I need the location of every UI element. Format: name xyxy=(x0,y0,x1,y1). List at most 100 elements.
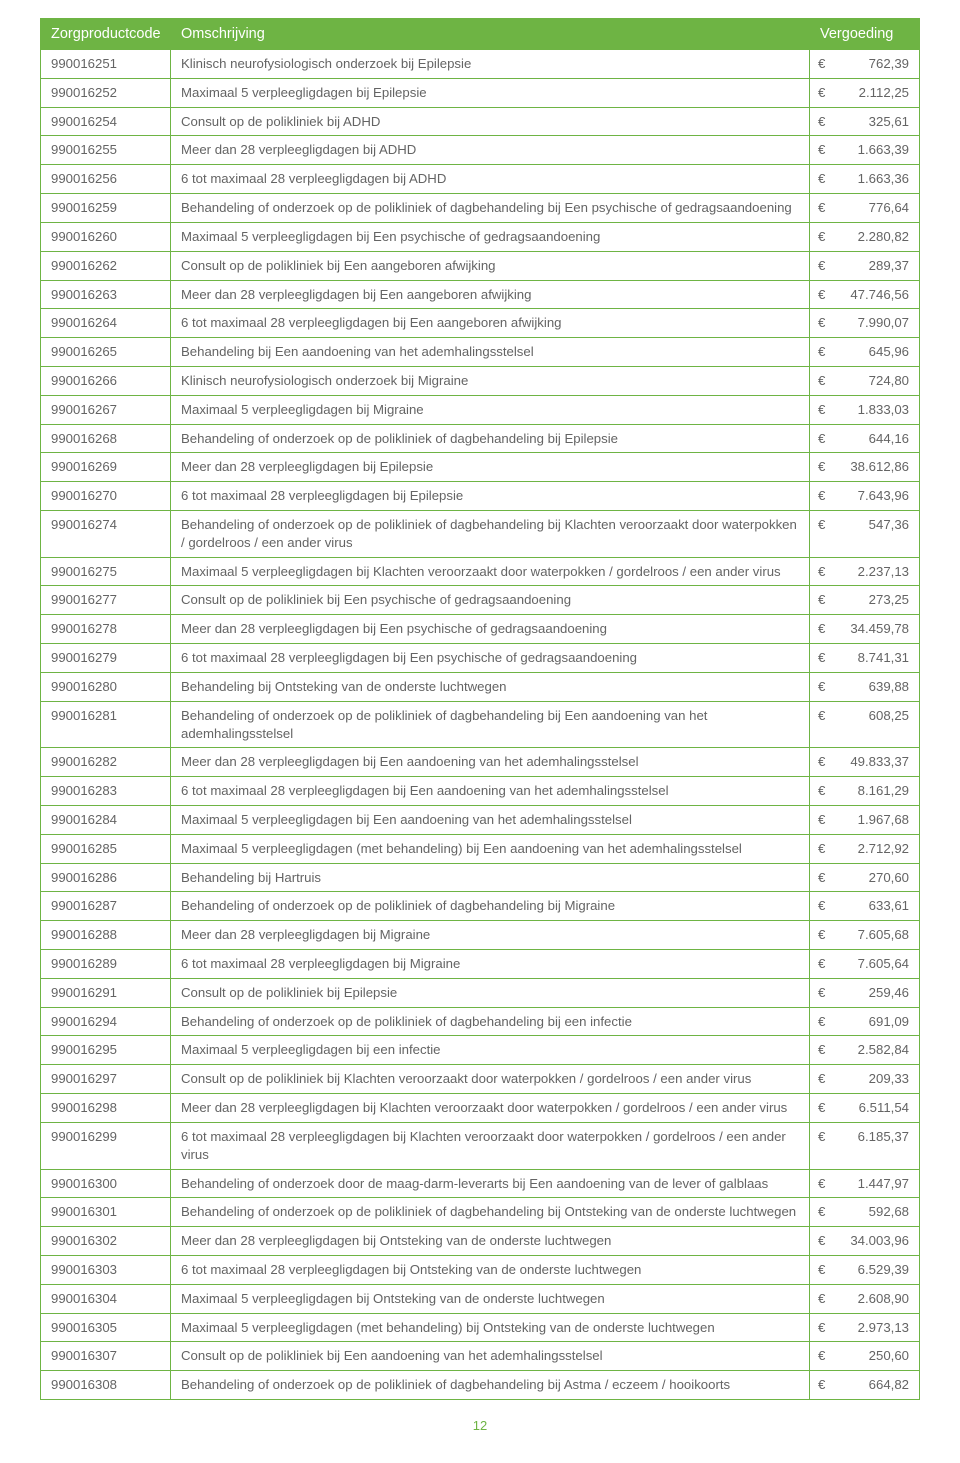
cell-desc: Meer dan 28 verpleegligdagen bij Klachte… xyxy=(171,1094,810,1123)
table-row: 990016285Maximaal 5 verpleegligdagen (me… xyxy=(41,834,920,863)
cell-amount: €1.663,39 xyxy=(810,136,920,165)
cell-code: 990016289 xyxy=(41,950,171,979)
cell-desc: Consult op de polikliniek bij ADHD xyxy=(171,107,810,136)
cell-desc: 6 tot maximaal 28 verpleegligdagen bij E… xyxy=(171,644,810,673)
euro-icon: € xyxy=(818,1070,825,1088)
cell-desc: Behandeling of onderzoek door de maag-da… xyxy=(171,1169,810,1198)
table-row: 990016262Consult op de polikliniek bij E… xyxy=(41,251,920,280)
cell-code: 990016294 xyxy=(41,1007,171,1036)
table-row: 990016301Behandeling of onderzoek op de … xyxy=(41,1198,920,1227)
euro-icon: € xyxy=(818,430,825,448)
cell-desc: Maximaal 5 verpleegligdagen (met behande… xyxy=(171,834,810,863)
euro-icon: € xyxy=(818,170,825,188)
amount-value: 6.511,54 xyxy=(859,1100,909,1115)
euro-icon: € xyxy=(818,869,825,887)
euro-icon: € xyxy=(818,1203,825,1221)
euro-icon: € xyxy=(818,1376,825,1394)
euro-icon: € xyxy=(818,707,825,725)
cell-amount: €2.608,90 xyxy=(810,1284,920,1313)
table-row: 990016255Meer dan 28 verpleegligdagen bi… xyxy=(41,136,920,165)
amount-value: 7.605,64 xyxy=(858,956,909,971)
amount-value: 724,80 xyxy=(869,373,909,388)
euro-icon: € xyxy=(818,620,825,638)
col-header-desc: Omschrijving xyxy=(171,19,810,50)
amount-value: 592,68 xyxy=(869,1204,909,1219)
euro-icon: € xyxy=(818,1128,825,1146)
amount-value: 8.741,31 xyxy=(858,650,909,665)
cell-amount: €691,09 xyxy=(810,1007,920,1036)
cell-desc: Maximaal 5 verpleegligdagen bij Epilepsi… xyxy=(171,78,810,107)
euro-icon: € xyxy=(818,811,825,829)
cell-code: 990016255 xyxy=(41,136,171,165)
table-row: 990016287Behandeling of onderzoek op de … xyxy=(41,892,920,921)
cell-desc: 6 tot maximaal 28 verpleegligdagen bij E… xyxy=(171,777,810,806)
cell-amount: €209,33 xyxy=(810,1065,920,1094)
table-row: 990016284Maximaal 5 verpleegligdagen bij… xyxy=(41,805,920,834)
euro-icon: € xyxy=(818,55,825,73)
cell-code: 990016298 xyxy=(41,1094,171,1123)
cell-code: 990016280 xyxy=(41,672,171,701)
table-row: 990016294Behandeling of onderzoek op de … xyxy=(41,1007,920,1036)
cell-desc: Behandeling bij Hartruis xyxy=(171,863,810,892)
table-row: 990016307Consult op de polikliniek bij E… xyxy=(41,1342,920,1371)
table-row: 990016281Behandeling of onderzoek op de … xyxy=(41,701,920,748)
table-row: 990016266Klinisch neurofysiologisch onde… xyxy=(41,366,920,395)
table-row: 990016252Maximaal 5 verpleegligdagen bij… xyxy=(41,78,920,107)
euro-icon: € xyxy=(818,649,825,667)
amount-value: 250,60 xyxy=(869,1348,909,1363)
cell-code: 990016284 xyxy=(41,805,171,834)
cell-desc: Behandeling of onderzoek op de poliklini… xyxy=(171,892,810,921)
amount-value: 325,61 xyxy=(869,114,909,129)
euro-icon: € xyxy=(818,286,825,304)
cell-code: 990016263 xyxy=(41,280,171,309)
cell-amount: €2.582,84 xyxy=(810,1036,920,1065)
amount-value: 270,60 xyxy=(869,870,909,885)
cell-amount: €250,60 xyxy=(810,1342,920,1371)
cell-desc: Behandeling bij Ontsteking van de onders… xyxy=(171,672,810,701)
cell-amount: €273,25 xyxy=(810,586,920,615)
cell-desc: Consult op de polikliniek bij Een aandoe… xyxy=(171,1342,810,1371)
cell-amount: €776,64 xyxy=(810,194,920,223)
cell-code: 990016304 xyxy=(41,1284,171,1313)
cell-code: 990016268 xyxy=(41,424,171,453)
cell-amount: €664,82 xyxy=(810,1371,920,1400)
cell-code: 990016300 xyxy=(41,1169,171,1198)
amount-value: 8.161,29 xyxy=(858,783,909,798)
amount-value: 2.582,84 xyxy=(858,1042,909,1057)
cell-code: 990016274 xyxy=(41,511,171,558)
cell-desc: Maximaal 5 verpleegligdagen bij een infe… xyxy=(171,1036,810,1065)
euro-icon: € xyxy=(818,678,825,696)
cell-desc: Maximaal 5 verpleegligdagen bij Een aand… xyxy=(171,805,810,834)
cell-code: 990016287 xyxy=(41,892,171,921)
euro-icon: € xyxy=(818,113,825,131)
cell-code: 990016269 xyxy=(41,453,171,482)
table-row: 990016275Maximaal 5 verpleegligdagen bij… xyxy=(41,557,920,586)
table-row: 990016267Maximaal 5 verpleegligdagen bij… xyxy=(41,395,920,424)
cell-desc: Behandeling of onderzoek op de poliklini… xyxy=(171,701,810,748)
amount-value: 1.833,03 xyxy=(858,402,909,417)
table-row: 990016254Consult op de polikliniek bij A… xyxy=(41,107,920,136)
cell-desc: Behandeling of onderzoek op de poliklini… xyxy=(171,1371,810,1400)
cell-desc: Behandeling of onderzoek op de poliklini… xyxy=(171,424,810,453)
cell-desc: 6 tot maximaal 28 verpleegligdagen bij M… xyxy=(171,950,810,979)
euro-icon: € xyxy=(818,343,825,361)
euro-icon: € xyxy=(818,1319,825,1337)
table-row: 9900162566 tot maximaal 28 verpleegligda… xyxy=(41,165,920,194)
table-row: 990016260Maximaal 5 verpleegligdagen bij… xyxy=(41,222,920,251)
amount-value: 645,96 xyxy=(869,344,909,359)
cell-amount: €6.511,54 xyxy=(810,1094,920,1123)
table-row: 990016302Meer dan 28 verpleegligdagen bi… xyxy=(41,1227,920,1256)
table-row: 990016277Consult op de polikliniek bij E… xyxy=(41,586,920,615)
cell-code: 990016275 xyxy=(41,557,171,586)
cell-amount: €592,68 xyxy=(810,1198,920,1227)
cell-amount: €2.112,25 xyxy=(810,78,920,107)
amount-value: 7.643,96 xyxy=(858,488,909,503)
amount-value: 7.605,68 xyxy=(858,927,909,942)
cell-code: 990016259 xyxy=(41,194,171,223)
amount-value: 289,37 xyxy=(869,258,909,273)
amount-value: 209,33 xyxy=(869,1071,909,1086)
euro-icon: € xyxy=(818,372,825,390)
cell-desc: Maximaal 5 verpleegligdagen bij Ontsteki… xyxy=(171,1284,810,1313)
cell-code: 990016281 xyxy=(41,701,171,748)
euro-icon: € xyxy=(818,563,825,581)
